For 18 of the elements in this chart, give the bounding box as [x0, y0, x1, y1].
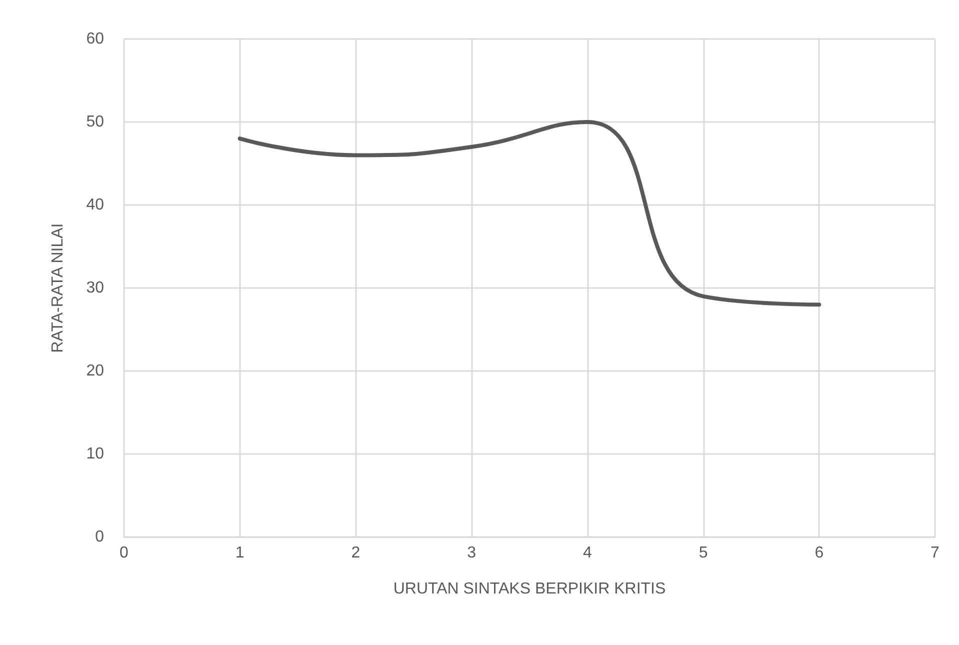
y-tick-label: 40 [86, 196, 104, 214]
x-tick-label: 0 [120, 544, 129, 562]
y-tick-label: 50 [86, 114, 104, 130]
line-series [238, 120, 822, 307]
x-axis-title: URUTAN SINTAKS BERPIKIR KRITIS [393, 580, 666, 598]
x-tick-label: 2 [351, 544, 360, 562]
y-axis-title: RATA-RATA NILAI [50, 223, 66, 353]
y-tick-label: 20 [86, 362, 104, 380]
y-tick-label: 10 [86, 446, 104, 462]
x-tick-label: 3 [467, 544, 476, 562]
x-tick-label: 5 [698, 544, 708, 562]
y-tick-label: 30 [86, 280, 104, 296]
y-tick-label: 60 [86, 30, 104, 48]
y-tick-label: 0 [95, 528, 104, 546]
x-tick-label: 4 [582, 544, 592, 562]
x-tick-label: 7 [930, 544, 940, 562]
x-tick-label: 1 [235, 544, 244, 562]
x-tick-label: 6 [814, 544, 824, 562]
